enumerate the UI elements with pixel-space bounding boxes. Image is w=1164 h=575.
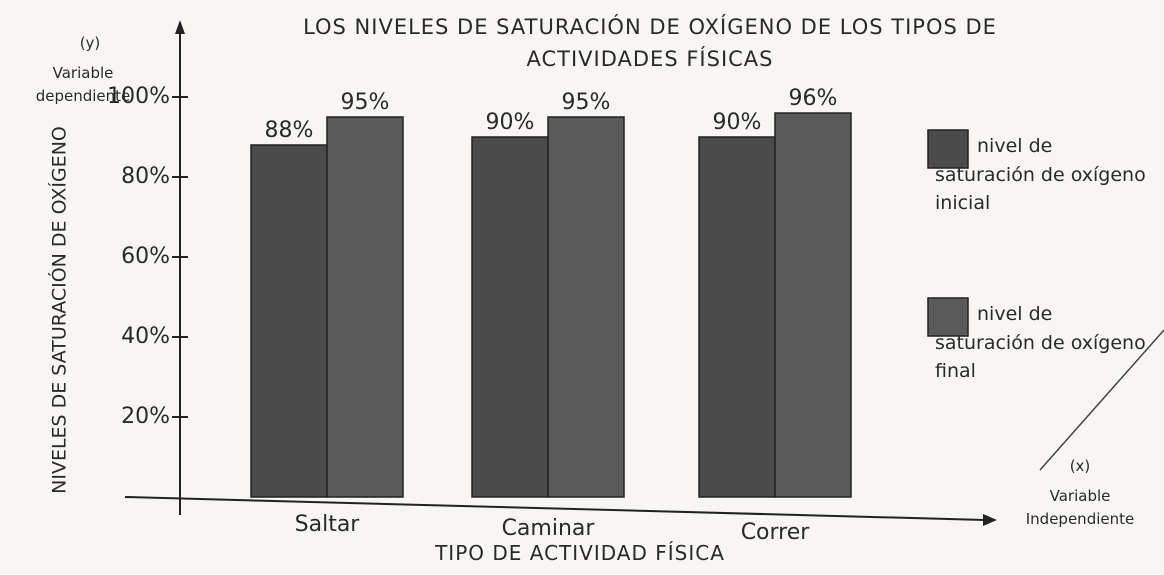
value-label: 90% [486, 110, 535, 135]
bar [327, 117, 403, 497]
annotation: (x) [1030, 455, 1130, 478]
value-label: 90% [713, 110, 762, 135]
y-axis-label: NIVELES DE SATURACIÓN DE OXÍGENO [47, 126, 71, 494]
legend-label: nivel de saturación de oxígeno final [935, 300, 1150, 386]
chart-title: LOS NIVELES DE SATURACIÓN DE OXÍGENO DE … [230, 12, 1070, 75]
bar [472, 137, 548, 497]
page: NIVELES DE SATURACIÓN DE OXÍGENO 20% 40% 60… [0, 0, 1164, 575]
x-tick-label: Saltar [295, 512, 361, 537]
bar [548, 117, 624, 497]
y-tick-label: 40% [121, 324, 170, 349]
annotation: Variable dependiente [8, 62, 158, 107]
chart: NIVELES DE SATURACIÓN DE OXÍGENO 20% 40% 60… [0, 0, 1164, 575]
bar [699, 137, 775, 497]
y-tick-label: 60% [121, 244, 170, 269]
value-label: 96% [789, 86, 838, 111]
x-axis-label: TIPO DE ACTIVIDAD FÍSICA [340, 538, 820, 568]
annotation: Variable Independiente [995, 485, 1164, 530]
value-label: 95% [562, 90, 611, 115]
annotation: (y) [40, 32, 140, 55]
y-axis-arrow [175, 20, 185, 34]
value-label: 95% [341, 90, 390, 115]
legend-label: nivel de saturación de oxígeno inicial [935, 132, 1150, 218]
value-label: 88% [265, 118, 314, 143]
bar [775, 113, 851, 497]
y-tick-label: 80% [121, 164, 170, 189]
bar [251, 145, 327, 497]
y-tick-label: 20% [121, 404, 170, 429]
